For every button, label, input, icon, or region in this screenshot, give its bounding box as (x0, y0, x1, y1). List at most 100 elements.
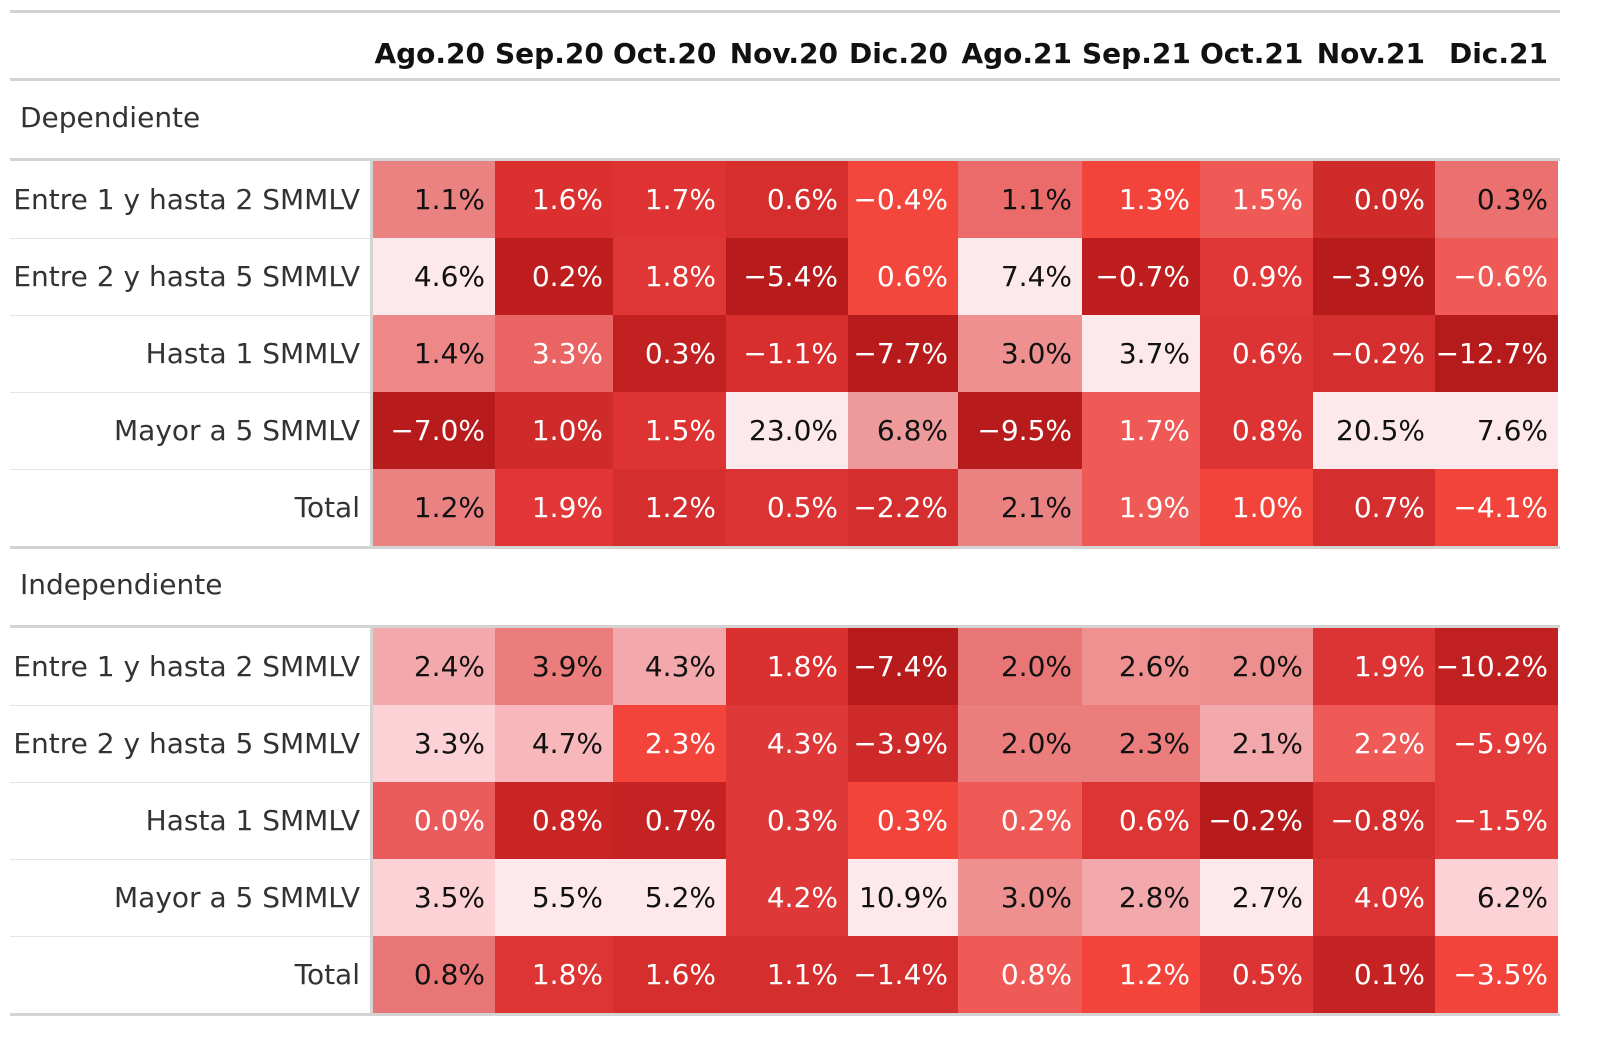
heatmap-cell: 0.3% (1435, 161, 1558, 238)
heatmap-cell: 1.8% (726, 628, 848, 705)
heatmap-cell: 3.0% (958, 315, 1082, 392)
heatmap-cell: 1.0% (1200, 469, 1313, 546)
heatmap-cell: −5.9% (1435, 705, 1558, 782)
row-divider (10, 392, 370, 393)
heatmap-cell: 1.9% (1313, 628, 1435, 705)
heatmap-cell: 1.2% (1082, 936, 1200, 1013)
heatmap-cell: 2.6% (1082, 628, 1200, 705)
heatmap-cell: 7.6% (1435, 392, 1558, 469)
heatmap-cell: 1.1% (373, 161, 495, 238)
heatmap-cell: 2.0% (958, 628, 1082, 705)
column-header: Ago.21 (961, 37, 1072, 70)
heatmap-cell: 1.6% (495, 161, 613, 238)
heatmap-cell: 0.2% (495, 238, 613, 315)
heatmap-cell: 3.0% (958, 859, 1082, 936)
group-rule (10, 625, 1560, 628)
heatmap-cell: 2.3% (613, 705, 726, 782)
heatmap-cell: 1.8% (613, 238, 726, 315)
column-header: Sep.20 (495, 37, 604, 70)
column-header: Dic.20 (848, 37, 948, 70)
heatmap-cell: 2.1% (1200, 705, 1313, 782)
heatmap-cell: 10.9% (848, 859, 958, 936)
heatmap-cell: 0.8% (1200, 392, 1313, 469)
heatmap-cell: −3.9% (848, 705, 958, 782)
heatmap-cell: 1.7% (613, 161, 726, 238)
heatmap-cell: 1.3% (1082, 161, 1200, 238)
heatmap-cell: 0.5% (1200, 936, 1313, 1013)
heatmap-cell: 20.5% (1313, 392, 1435, 469)
heatmap-cell: 3.9% (495, 628, 613, 705)
heatmap-cell: −3.5% (1435, 936, 1558, 1013)
heatmap-cell: 0.6% (1082, 782, 1200, 859)
heatmap-cell: 0.1% (1313, 936, 1435, 1013)
heatmap-cell: 3.5% (373, 859, 495, 936)
group-label: Dependiente (20, 101, 201, 134)
row-label: Total (294, 491, 360, 524)
heatmap-cell: −2.2% (848, 469, 958, 546)
row-divider (10, 469, 370, 470)
column-header: Oct.20 (613, 37, 717, 70)
heatmap-cell: 0.0% (373, 782, 495, 859)
heatmap-cell: −0.8% (1313, 782, 1435, 859)
group-label: Independiente (20, 568, 223, 601)
top-rule (10, 10, 1560, 13)
heatmap-cell: −9.5% (958, 392, 1082, 469)
row-label: Total (294, 958, 360, 991)
heatmap-cell: −0.2% (1313, 315, 1435, 392)
row-label: Mayor a 5 SMMLV (114, 881, 360, 914)
row-divider (10, 315, 370, 316)
heatmap-cell: −7.7% (848, 315, 958, 392)
row-label: Hasta 1 SMMLV (145, 804, 360, 837)
heatmap-cell: 1.0% (495, 392, 613, 469)
heatmap-cell: 5.2% (613, 859, 726, 936)
heatmap-cell: −7.4% (848, 628, 958, 705)
heatmap-cell: 1.8% (495, 936, 613, 1013)
heatmap-cell: 0.9% (1200, 238, 1313, 315)
row-label: Entre 2 y hasta 5 SMMLV (13, 727, 360, 760)
heatmap-cell: 3.3% (495, 315, 613, 392)
heatmap-cell: 1.7% (1082, 392, 1200, 469)
heatmap-cell: 4.6% (373, 238, 495, 315)
heatmap-cell: −1.4% (848, 936, 958, 1013)
group-rule (10, 158, 1560, 161)
heatmap-cell: −0.2% (1200, 782, 1313, 859)
heatmap-cell: 0.7% (613, 782, 726, 859)
heatmap-cell: 0.6% (1200, 315, 1313, 392)
heatmap-cell: 2.0% (1200, 628, 1313, 705)
heatmap-cell: 7.4% (958, 238, 1082, 315)
row-divider (10, 705, 370, 706)
heatmap-cell: 1.2% (373, 469, 495, 546)
heatmap-cell: 1.9% (1082, 469, 1200, 546)
heatmap-cell: 0.5% (726, 469, 848, 546)
heatmap-cell: 0.8% (495, 782, 613, 859)
stub-divider (370, 628, 373, 1013)
heatmap-cell: −1.1% (726, 315, 848, 392)
heatmap-cell: 4.0% (1313, 859, 1435, 936)
heatmap-cell: 0.0% (1313, 161, 1435, 238)
heatmap-cell: 2.2% (1313, 705, 1435, 782)
heatmap-cell: 1.5% (613, 392, 726, 469)
heatmap-cell: −7.0% (373, 392, 495, 469)
heatmap-cell: 4.3% (613, 628, 726, 705)
heatmap-cell: 4.2% (726, 859, 848, 936)
heatmap-cell: 1.1% (726, 936, 848, 1013)
column-header: Ago.20 (374, 37, 485, 70)
column-header: Nov.21 (1316, 37, 1425, 70)
group-bottom-rule (10, 546, 1560, 549)
row-label: Mayor a 5 SMMLV (114, 414, 360, 447)
row-divider (10, 936, 370, 937)
heatmap-cell: 4.3% (726, 705, 848, 782)
heatmap-cell: 5.5% (495, 859, 613, 936)
heatmap-cell: 2.8% (1082, 859, 1200, 936)
heatmap-cell: −1.5% (1435, 782, 1558, 859)
row-label: Entre 2 y hasta 5 SMMLV (13, 260, 360, 293)
heatmap-cell: 2.7% (1200, 859, 1313, 936)
heatmap-cell: 6.2% (1435, 859, 1558, 936)
heatmap-cell: 2.1% (958, 469, 1082, 546)
heatmap-cell: −5.4% (726, 238, 848, 315)
heatmap-cell: 0.8% (373, 936, 495, 1013)
heatmap-cell: 0.3% (613, 315, 726, 392)
heatmap-cell: 4.7% (495, 705, 613, 782)
heatmap-cell: −3.9% (1313, 238, 1435, 315)
header-rule (10, 78, 1560, 81)
